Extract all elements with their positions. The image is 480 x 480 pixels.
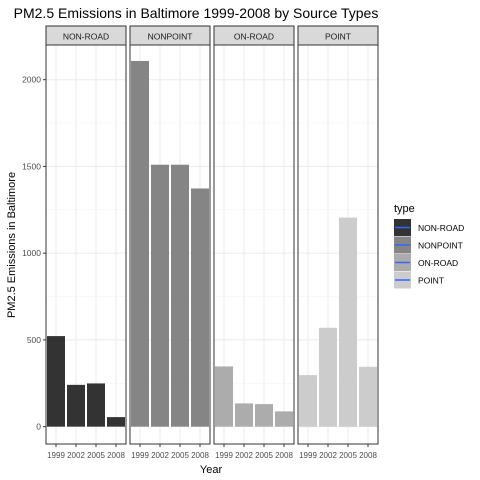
bar-point-1999	[299, 375, 317, 427]
bar-on-road-2005	[255, 404, 273, 427]
legend: type NON-ROAD NONPOINT ON-ROAD POINT	[394, 203, 464, 289]
bar-point-2008	[359, 366, 377, 427]
y-axis: 0 500 1000 1500 2000	[22, 75, 46, 432]
x-axis-label: Year	[200, 464, 223, 476]
facet-panel-non-road: NON-ROAD 1999 2002 2005 2008	[45, 25, 127, 460]
bar-non-road-1999	[47, 336, 65, 427]
legend-item-point: POINT	[394, 271, 444, 289]
x-tick-label: 1999	[131, 451, 149, 460]
x-tick-label: 2008	[359, 451, 377, 460]
x-tick-label: 2002	[319, 451, 337, 460]
bar-nonpoint-2002	[151, 164, 169, 427]
facet-strip-label: POINT	[325, 32, 351, 42]
x-tick-label: 1999	[215, 451, 233, 460]
legend-label: POINT	[418, 276, 444, 286]
x-tick-label: 1999	[299, 451, 317, 460]
x-tick-label: 2008	[275, 451, 293, 460]
x-tick-label: 2002	[67, 451, 85, 460]
bar-on-road-1999	[215, 366, 233, 427]
facet-panel-nonpoint: NONPOINT 1999 2002 2005 2008	[129, 25, 211, 460]
legend-item-nonpoint: NONPOINT	[394, 236, 463, 254]
y-tick-label: 1000	[22, 248, 41, 258]
bar-point-2005	[339, 217, 357, 427]
legend-label: NON-ROAD	[418, 223, 464, 233]
facet-strip	[45, 25, 127, 46]
facet-strip-label: ON-ROAD	[234, 32, 274, 42]
y-axis-label: PM2.5 Emissions in Baltimore	[6, 172, 18, 318]
x-tick-label: 2002	[151, 451, 169, 460]
chart-title: PM2.5 Emissions in Baltimore 1999-2008 b…	[14, 5, 379, 21]
legend-title: type	[394, 203, 415, 215]
bar-nonpoint-2008	[191, 188, 209, 427]
facet-strip-label: NONPOINT	[148, 32, 193, 42]
x-tick-label: 2008	[191, 451, 209, 460]
y-tick-label: 2000	[22, 75, 41, 85]
y-tick-label: 1500	[22, 161, 41, 171]
legend-label: ON-ROAD	[418, 258, 458, 268]
facet-panel-on-road: ON-ROAD 1999 2002 2005 2008	[213, 25, 295, 460]
facet-panel-point: POINT 1999 2002 2005 2008	[297, 25, 379, 460]
bar-non-road-2002	[67, 384, 85, 427]
facet-strip-label: NON-ROAD	[63, 32, 109, 42]
y-tick-label: 0	[36, 422, 41, 432]
legend-label: NONPOINT	[418, 241, 463, 251]
x-tick-label: 2008	[107, 451, 125, 460]
y-tick-label: 500	[27, 335, 41, 345]
bar-non-road-2008	[107, 417, 125, 427]
facet-strip	[213, 25, 295, 46]
x-tick-label: 1999	[47, 451, 65, 460]
bar-non-road-2005	[87, 383, 105, 427]
legend-item-non-road: NON-ROAD	[394, 219, 464, 236]
x-tick-label: 2005	[255, 451, 273, 460]
bar-on-road-2008	[275, 411, 293, 427]
bar-nonpoint-1999	[131, 60, 149, 427]
x-tick-label: 2005	[171, 451, 189, 460]
bar-on-road-2002	[235, 403, 253, 427]
x-tick-label: 2005	[339, 451, 357, 460]
bar-point-2002	[319, 327, 337, 427]
legend-item-on-road: ON-ROAD	[394, 254, 458, 271]
bar-nonpoint-2005	[171, 164, 189, 427]
facet-strip	[129, 25, 211, 46]
x-tick-label: 2005	[87, 451, 105, 460]
x-tick-label: 2002	[235, 451, 253, 460]
facet-strip	[297, 25, 379, 46]
